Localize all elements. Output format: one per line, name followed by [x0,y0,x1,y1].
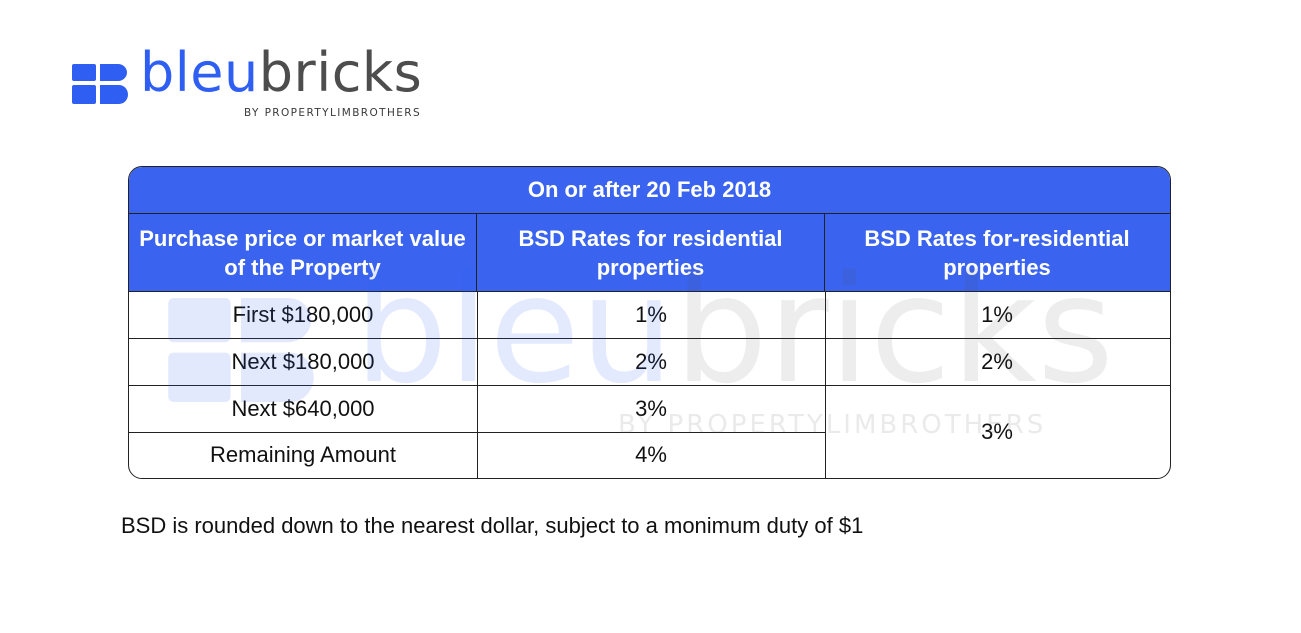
table-cell-non-residential: 2% [981,348,1013,374]
brand-tagline: BY PROPERTYLIMBROTHERS [244,107,422,119]
table-body: First $180,000 1% 1% Next $180,000 2% 2%… [129,292,1170,478]
table-cell-residential: 4% [635,442,667,467]
row-divider [129,338,1170,339]
row-divider [129,385,1170,386]
table-cell-price: Next $180,000 [231,348,375,374]
table-cell-price: Next $640,000 [231,395,375,421]
table-cell-price: Remaining Amount [210,442,396,467]
row-divider [129,432,825,433]
brand-wordmark: bleubricks [140,46,422,100]
header-residential-rate: BSD Rates for residential properties [477,214,825,291]
table-cell-non-residential: 1% [981,302,1013,327]
header-non-residential-rate: BSD Rates for-residential properties [864,225,1130,280]
table-cell-non-residential-merged: 3% [981,418,1013,444]
table-cell-residential: 3% [635,395,667,421]
brand-logo: bleubricks BY PROPERTYLIMBROTHERS [72,46,452,124]
footnote: BSD is rounded down to the nearest dolla… [121,513,864,538]
table-banner: On or after 20 Feb 2018 [129,167,1170,214]
bleubricks-logo-icon [72,64,128,104]
table-cell-residential: 1% [635,302,667,327]
brand-wordmark-part2: bricks [258,41,423,104]
header-purchase-price: Purchase price or market value of the Pr… [129,214,477,291]
bsd-rate-table: On or after 20 Feb 2018 Purchase price o… [128,166,1171,479]
table-cell-price: First $180,000 [232,302,374,327]
table-header-row: Purchase price or market value of the Pr… [129,214,1170,292]
brand-wordmark-part1: bleu [140,41,259,104]
table-cell-residential: 2% [635,348,667,374]
